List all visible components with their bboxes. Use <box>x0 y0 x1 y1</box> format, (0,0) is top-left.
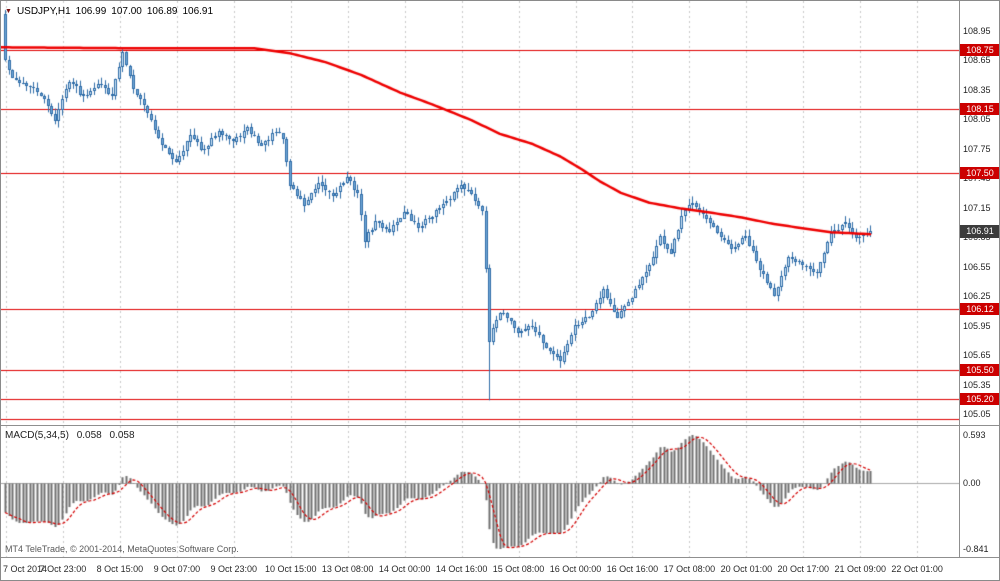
time-axis-label: 21 Oct 09:00 <box>834 564 887 574</box>
time-axis-label: 9 Oct 07:00 <box>153 564 201 574</box>
level-price-tag[interactable]: 105.20 <box>960 393 999 406</box>
price-axis-label: 105.05 <box>963 409 991 420</box>
macd-axis-label: 0.593 <box>963 430 986 441</box>
time-axis-label: 15 Oct 08:00 <box>492 564 545 574</box>
price-axis-label: 108.35 <box>963 84 991 95</box>
price-axis-label: 107.15 <box>963 202 991 213</box>
time-axis-label: 16 Oct 00:00 <box>549 564 602 574</box>
price-axis-label: 106.25 <box>963 291 991 302</box>
price-chart-canvas[interactable] <box>1 1 959 425</box>
level-price-tag[interactable]: 105.50 <box>960 363 999 376</box>
time-axis-label: 14 Oct 00:00 <box>378 564 431 574</box>
bar-open: 106.99 <box>75 6 107 17</box>
macd-indicator-panel[interactable]: MACD(5,34,5) 0.058 0.058 MT4 TeleTrade, … <box>1 426 959 557</box>
copyright-text: MT4 TeleTrade, © 2001-2014, MetaQuotes S… <box>5 544 239 554</box>
time-axis-label: 20 Oct 17:00 <box>777 564 830 574</box>
time-axis-label: 16 Oct 16:00 <box>606 564 659 574</box>
level-price-tag[interactable]: 108.75 <box>960 44 999 57</box>
price-axis-label: 108.05 <box>963 114 991 125</box>
axis-separator <box>959 1 960 557</box>
time-axis[interactable]: 7 Oct 2014 7 Oct 23:00 8 Oct 15:00 9 Oct 07… <box>1 558 999 580</box>
price-axis-label: 105.35 <box>963 379 991 390</box>
price-axis-label: 105.65 <box>963 350 991 361</box>
time-axis-label: 13 Oct 08:00 <box>321 564 374 574</box>
current-price-tag: 106.91 <box>960 225 999 239</box>
time-axis-label: 10 Oct 15:00 <box>264 564 317 574</box>
panel-separator[interactable] <box>1 557 999 558</box>
price-chart-panel[interactable]: ▼ USDJPY,H1 106.99 107.00 106.89 106.91 <box>1 1 959 425</box>
time-axis-label: 22 Oct 01:00 <box>891 564 943 574</box>
macd-value-signal: 0.058 <box>109 430 135 441</box>
macd-canvas[interactable] <box>1 426 959 557</box>
price-axis-label: 108.65 <box>963 55 991 66</box>
symbol-header: ▼ USDJPY,H1 106.99 107.00 106.89 106.91 <box>5 6 213 17</box>
price-axis-label: 105.95 <box>963 320 991 331</box>
time-axis-label: 14 Oct 16:00 <box>435 564 488 574</box>
macd-header: MACD(5,34,5) 0.058 0.058 <box>5 430 140 441</box>
price-axis[interactable]: 108.95108.65108.35108.05107.75107.45107.… <box>960 1 999 425</box>
macd-value-main: 0.058 <box>76 430 102 441</box>
macd-axis-label: 0.00 <box>963 478 981 488</box>
price-axis-label: 108.95 <box>963 25 991 36</box>
price-axis-label: 106.55 <box>963 261 991 272</box>
macd-axis-label: -0.841 <box>963 544 989 555</box>
level-price-tag[interactable]: 108.15 <box>960 103 999 116</box>
time-axis-label: 7 Oct 23:00 <box>39 564 87 574</box>
macd-axis[interactable]: 0.593 0.00 -0.841 <box>960 426 999 557</box>
time-axis-label: 8 Oct 15:00 <box>96 564 144 574</box>
level-price-tag[interactable]: 107.50 <box>960 167 999 180</box>
panel-separator[interactable] <box>1 425 999 426</box>
bar-low: 106.89 <box>146 6 178 17</box>
time-axis-label: 20 Oct 01:00 <box>720 564 773 574</box>
symbol-name: USDJPY,H1 <box>16 6 71 17</box>
bar-close: 106.91 <box>182 6 214 17</box>
price-axis-label: 107.75 <box>963 143 991 154</box>
level-price-tag[interactable]: 106.12 <box>960 302 999 315</box>
symbol-triangle-icon: ▼ <box>5 7 12 15</box>
time-axis-label: 7 Oct 2014 <box>3 564 48 574</box>
macd-name: MACD(5,34,5) <box>5 430 69 441</box>
time-axis-label: 17 Oct 08:00 <box>663 564 716 574</box>
time-axis-label: 9 Oct 23:00 <box>210 564 258 574</box>
bar-high: 107.00 <box>111 6 142 17</box>
